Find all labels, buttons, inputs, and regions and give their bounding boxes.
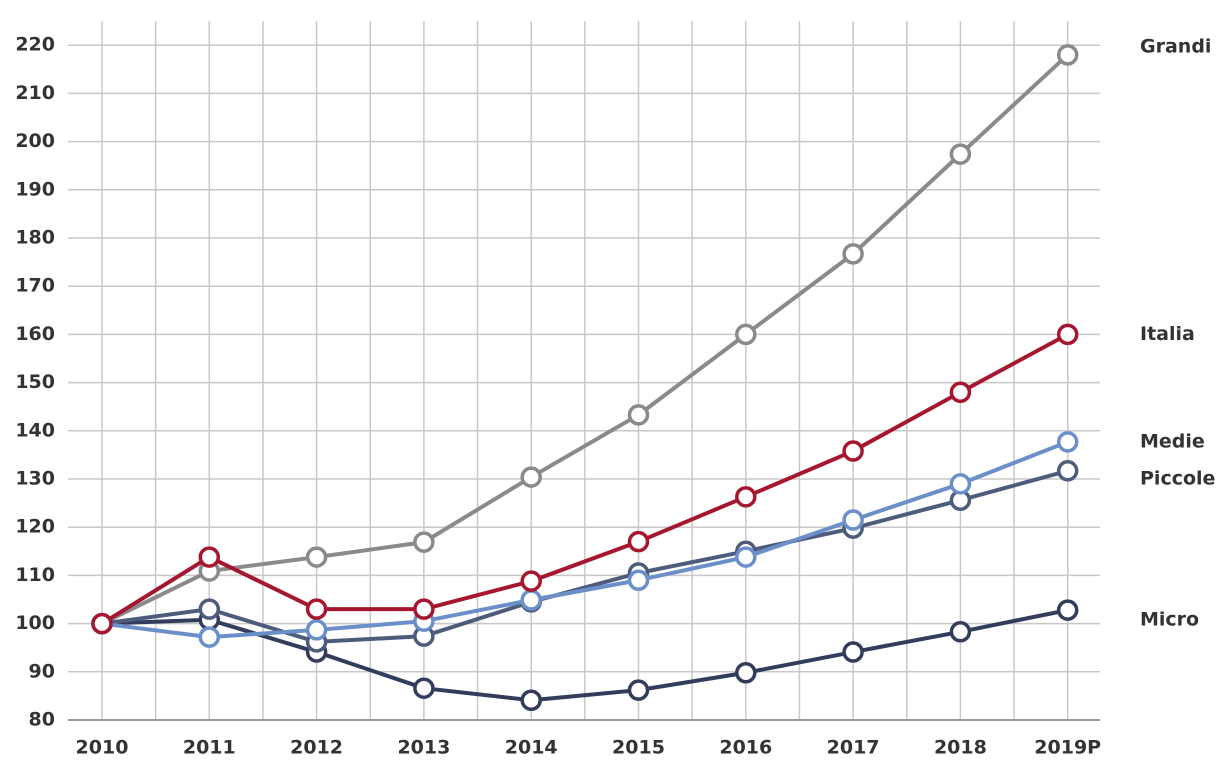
marker	[842, 440, 864, 462]
series-line	[100, 332, 1069, 626]
y-tick-label: 200	[15, 130, 55, 152]
marker	[627, 404, 650, 426]
y-tick-label: 150	[15, 371, 55, 393]
marker	[627, 569, 650, 591]
marker	[198, 598, 221, 620]
marker	[198, 626, 221, 648]
marker	[305, 598, 328, 620]
series-line	[101, 440, 1069, 640]
marker	[1056, 323, 1079, 346]
series-line	[101, 53, 1070, 626]
y-tick-label: 110	[15, 564, 55, 586]
marker	[305, 546, 328, 568]
marker	[305, 619, 328, 641]
marker	[91, 612, 113, 635]
marker	[1056, 44, 1079, 66]
marker	[735, 323, 757, 346]
y-tick-label: 90	[29, 660, 55, 682]
y-tick-label: 140	[15, 419, 55, 441]
marker	[520, 466, 542, 488]
y-tick-label: 220	[15, 34, 55, 56]
series-label: Grandi	[1140, 35, 1211, 57]
series-line	[101, 468, 1069, 644]
marker	[413, 598, 435, 620]
x-tick-label: 2018	[934, 737, 987, 759]
marker	[520, 570, 542, 592]
x-tick-label: 2013	[397, 737, 450, 759]
series-label: Medie	[1140, 430, 1205, 452]
x-tick-label: 2016	[719, 737, 772, 759]
marker	[627, 530, 650, 553]
y-tick-label: 170	[15, 275, 55, 297]
marker	[735, 486, 757, 508]
x-tick-label: 2010	[76, 737, 129, 759]
marker	[949, 143, 972, 165]
marker	[1056, 431, 1079, 453]
marker	[949, 621, 972, 643]
marker	[842, 641, 864, 663]
marker	[949, 381, 972, 403]
x-tick-label: 2012	[290, 737, 343, 759]
marker	[1056, 599, 1079, 621]
series-label: Italia	[1140, 323, 1195, 345]
y-tick-label: 80	[29, 709, 55, 731]
x-tick-label: 2014	[505, 737, 558, 759]
y-tick-label: 100	[15, 612, 55, 634]
series-label: Piccole	[1140, 467, 1215, 489]
y-tick-label: 190	[15, 178, 55, 200]
y-tick-label: 210	[15, 82, 55, 104]
marker	[198, 546, 221, 568]
marker	[735, 662, 757, 684]
x-tick-label: 2017	[827, 737, 880, 759]
marker	[413, 531, 435, 553]
marker	[735, 546, 757, 568]
x-tick-label: 2011	[183, 737, 236, 759]
y-tick-label: 160	[15, 323, 55, 345]
marker	[1056, 460, 1079, 482]
y-tick-label: 120	[15, 516, 55, 538]
marker	[627, 679, 650, 701]
x-tick-label: 2019P	[1034, 737, 1101, 759]
marker	[413, 677, 435, 699]
y-tick-label: 130	[15, 468, 55, 490]
series-line	[101, 608, 1069, 703]
x-tick-label: 2015	[612, 737, 665, 759]
marker	[520, 589, 542, 611]
series-label: Micro	[1140, 609, 1199, 631]
marker	[949, 473, 972, 495]
marker	[520, 689, 542, 711]
marker	[842, 509, 864, 531]
marker	[842, 243, 864, 265]
y-tick-label: 180	[15, 227, 55, 249]
